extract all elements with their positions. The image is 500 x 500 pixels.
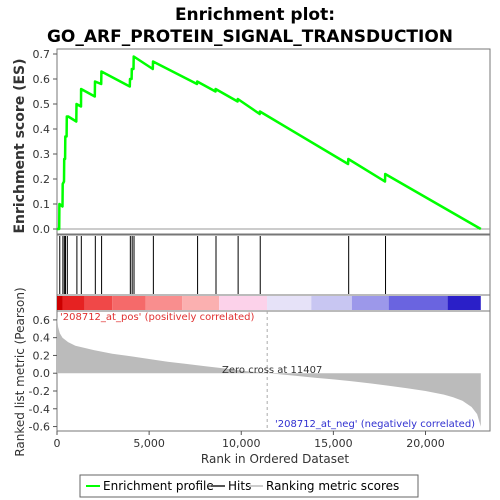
- x-tick-label: 0: [54, 437, 61, 450]
- es-panel-frame: [56, 48, 491, 235]
- x-axis-label: Rank in Ordered Dataset: [201, 452, 349, 466]
- heatmap-band: [145, 296, 183, 310]
- es-tick-label: 0.3: [33, 148, 51, 161]
- metric-tick-label: -0.4: [29, 403, 50, 416]
- x-axis: 0 5,000 10,000 15,000 20,000: [54, 431, 445, 450]
- heatmap-band: [112, 296, 146, 310]
- negative-correlation-label: '208712_at_neg' (negatively correlated): [275, 419, 475, 430]
- ranking-metric-area: [57, 316, 481, 427]
- chart-title-line2: GO_ARF_PROTEIN_SIGNAL_TRANSDUCTION: [47, 27, 453, 47]
- heatmap-band: [351, 296, 389, 310]
- heatmap-band: [388, 296, 448, 310]
- es-y-axis: 0.0 0.1 0.2 0.3 0.4 0.5 0.6 0.7: [33, 48, 57, 236]
- enrichment-profile-line: [57, 55, 482, 231]
- es-tick-label: 0.7: [33, 48, 51, 61]
- es-series-layer: [57, 55, 482, 231]
- es-tick-label: 0.0: [33, 223, 51, 236]
- heatmap-band: [62, 296, 85, 310]
- es-axis-label: Enrichment score (ES): [12, 58, 28, 233]
- heatmap-band: [311, 296, 352, 310]
- metric-area-layer: [57, 311, 481, 431]
- legend-label-enrichment: Enrichment profile: [103, 479, 214, 493]
- es-tick-label: 0.4: [33, 123, 51, 136]
- metric-tick-label: -0.6: [29, 421, 50, 434]
- metric-y-axis: 0.6 0.4 0.2 0.0 -0.2 -0.4 -0.6: [29, 314, 57, 434]
- metric-tick-label: 0.6: [33, 314, 51, 327]
- rank-heatmap: [57, 296, 481, 310]
- legend-label-ranking: Ranking metric scores: [266, 479, 399, 493]
- metric-tick-label: -0.2: [29, 385, 50, 398]
- es-tick-label: 0.2: [33, 173, 51, 186]
- metric-tick-label: 0.2: [33, 349, 51, 362]
- es-tick-label: 0.1: [33, 198, 51, 211]
- chart-title-line1: Enrichment plot:: [175, 5, 335, 25]
- legend-label-hits: Hits: [228, 479, 251, 493]
- zero-cross-label: Zero cross at 11407: [222, 365, 322, 376]
- hits-panel-frame: [56, 234, 491, 296]
- legend: Enrichment profile Hits Ranking metric s…: [79, 474, 419, 498]
- heatmap-band: [84, 296, 113, 310]
- metric-tick-label: 0.0: [33, 367, 51, 380]
- heatmap-band: [182, 296, 220, 310]
- es-tick-label: 0.5: [33, 98, 51, 111]
- heatmap-band: [57, 296, 63, 310]
- x-tick-label: 10,000: [222, 437, 261, 450]
- metric-tick-label: 0.4: [33, 332, 51, 345]
- heatmap-band: [447, 296, 481, 310]
- heatmap-band: [219, 296, 268, 310]
- metric-axis-label: Ranked list metric (Pearson): [13, 287, 27, 456]
- x-tick-label: 5,000: [133, 437, 165, 450]
- heatmap-band: [267, 296, 312, 310]
- positive-correlation-label: '208712_at_pos' (positively correlated): [60, 312, 254, 323]
- hits-layer: [59, 236, 387, 294]
- es-tick-label: 0.6: [33, 73, 51, 86]
- x-tick-label: 20,000: [406, 437, 445, 450]
- x-tick-label: 15,000: [314, 437, 353, 450]
